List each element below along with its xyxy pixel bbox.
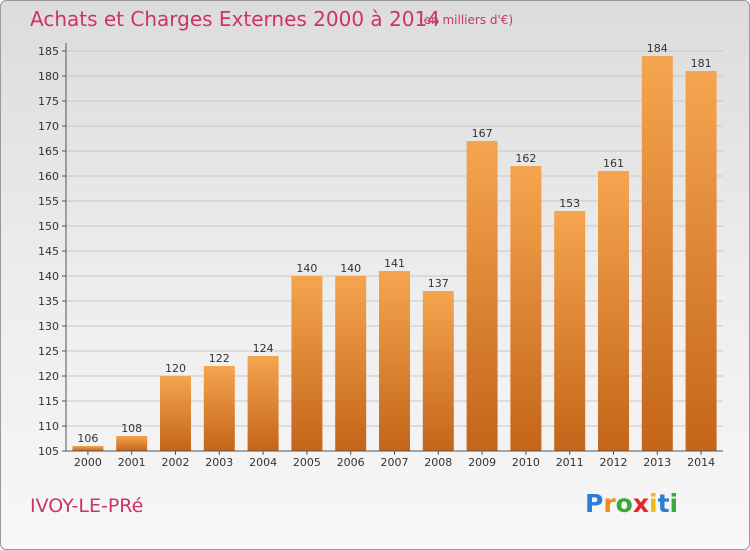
chart-subtitle: (en milliers d'€) <box>419 13 514 27</box>
bar-value-label: 162 <box>515 152 536 165</box>
proxiti-logo: Proxiti <box>585 489 678 518</box>
x-tick-label: 2005 <box>293 456 321 469</box>
bar-value-label: 140 <box>340 262 361 275</box>
x-tick-label: 2006 <box>337 456 365 469</box>
y-tick-label: 165 <box>38 145 59 158</box>
bar <box>203 366 235 451</box>
x-tick-label: 2003 <box>205 456 233 469</box>
bar <box>116 436 148 451</box>
bar-value-label: 167 <box>472 127 493 140</box>
logo-letter: P <box>585 489 604 518</box>
bar-value-label: 124 <box>253 342 274 355</box>
bar <box>335 276 367 451</box>
bar <box>510 166 542 451</box>
y-tick-label: 185 <box>38 45 59 58</box>
x-tick-label: 2001 <box>118 456 146 469</box>
logo-letter: r <box>603 489 616 518</box>
y-tick-label: 170 <box>38 120 59 133</box>
bar <box>160 376 191 451</box>
logo-letter: i <box>669 489 679 518</box>
bar <box>641 56 673 451</box>
data-labels: 106 108 120 122 124 140 140 141 137 167 162 153 161 1… <box>77 42 711 445</box>
bar-value-label: 108 <box>121 422 142 435</box>
x-tick-label: 2007 <box>381 456 409 469</box>
bar <box>685 71 717 451</box>
y-tick-label: 175 <box>38 95 59 108</box>
x-tick-label: 2013 <box>643 456 671 469</box>
logo-letter: t <box>657 489 670 518</box>
x-tick-label: 2014 <box>687 456 715 469</box>
y-tick-label: 145 <box>38 245 59 258</box>
logo-letter: i <box>649 489 658 518</box>
bar <box>598 171 629 451</box>
logo-letter: x <box>632 489 649 518</box>
axes: 105 110 115 120 125 130 135 140 145 150 155 160 165 1… <box>38 43 723 469</box>
y-tick-label: 135 <box>38 295 59 308</box>
bar-value-label: 184 <box>647 42 668 55</box>
x-tick-label: 2009 <box>468 456 496 469</box>
y-tick-label: 150 <box>38 220 59 233</box>
y-tick-label: 105 <box>38 445 59 458</box>
y-tick-label: 140 <box>38 270 59 283</box>
chart-title: Achats et Charges Externes 2000 à 2014 <box>30 7 440 31</box>
bar-value-label: 120 <box>165 362 186 375</box>
y-tick-label: 125 <box>38 345 59 358</box>
y-tick-label: 115 <box>38 395 59 408</box>
bar-value-label: 122 <box>209 352 230 365</box>
bar <box>291 276 323 451</box>
bar-value-label: 137 <box>428 277 449 290</box>
bar-value-label: 181 <box>691 57 712 70</box>
bar <box>466 141 498 451</box>
bar <box>422 291 454 451</box>
y-tick-label: 120 <box>38 370 59 383</box>
x-tick-label: 2004 <box>249 456 277 469</box>
y-tick-label: 160 <box>38 170 59 183</box>
bar-value-label: 141 <box>384 257 405 270</box>
bar-value-label: 161 <box>603 157 624 170</box>
y-tick-label: 130 <box>38 320 59 333</box>
y-tick-label: 155 <box>38 195 59 208</box>
y-tick-label: 110 <box>38 420 59 433</box>
x-tick-label: 2011 <box>556 456 584 469</box>
x-tick-label: 2012 <box>600 456 628 469</box>
bar-value-label: 153 <box>559 197 580 210</box>
x-tick-label: 2002 <box>162 456 190 469</box>
x-tick-label: 2000 <box>74 456 102 469</box>
bar-value-label: 140 <box>296 262 317 275</box>
x-tick-label: 2008 <box>424 456 452 469</box>
town-name: IVOY-LE-PRé <box>30 495 144 517</box>
bars <box>72 56 717 451</box>
bar-value-label: 106 <box>77 432 98 445</box>
bar <box>72 446 104 451</box>
y-tick-label: 180 <box>38 70 59 83</box>
bar <box>247 356 279 451</box>
logo-letter: o <box>615 489 633 518</box>
bar <box>379 271 410 451</box>
bar <box>554 211 586 451</box>
x-tick-label: 2010 <box>512 456 540 469</box>
